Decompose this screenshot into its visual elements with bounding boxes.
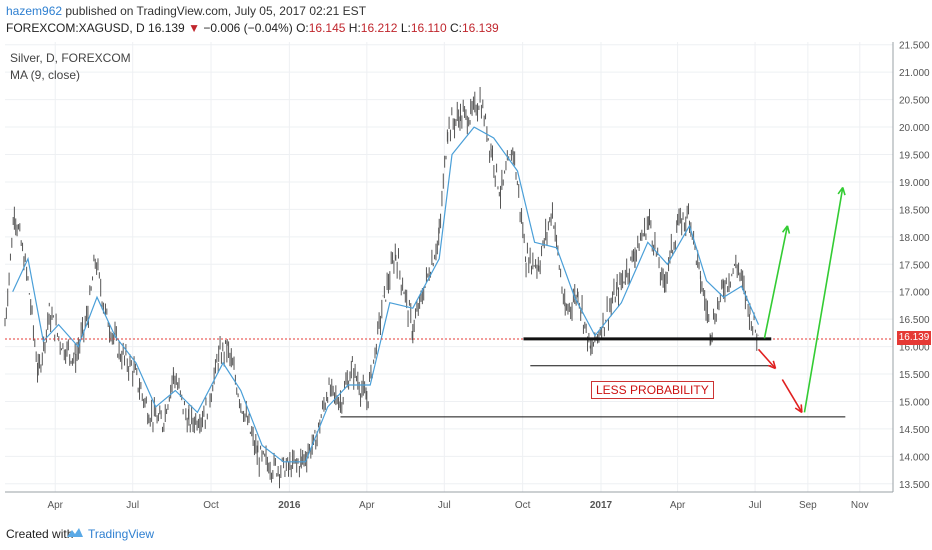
y-tick-label: 18.500	[899, 205, 930, 216]
x-tick-label: Oct	[515, 500, 531, 511]
x-tick-label: Sep	[799, 500, 817, 511]
y-tick-label: 18.000	[899, 233, 930, 244]
y-tick-label: 13.500	[899, 480, 930, 491]
change-value: −0.006 (−0.04%)	[203, 21, 293, 35]
green-arrow[interactable]	[763, 225, 789, 339]
x-tick-label: Oct	[203, 500, 219, 511]
published-text: published on TradingView.com, July 05, 2…	[62, 4, 367, 18]
y-tick-label: 15.500	[899, 370, 930, 381]
x-tick-label: 2017	[590, 500, 613, 511]
current-price-tag: 16.139	[897, 331, 931, 345]
indicator-label[interactable]: MA (9, close)	[10, 68, 81, 82]
green-arrowhead-icon	[837, 186, 846, 196]
y-tick-label: 17.000	[899, 288, 930, 299]
x-tick-label: 2016	[278, 500, 301, 511]
close-label: C:	[450, 21, 462, 35]
footer: Created with TradingView	[0, 518, 932, 550]
y-tick-label: 21.500	[899, 41, 930, 52]
series-title: Silver, D, FOREXCOM	[10, 51, 131, 65]
y-tick-label: 16.500	[899, 315, 930, 326]
high-label: H:	[348, 21, 361, 35]
x-tick-label: Apr	[47, 500, 63, 511]
red-arrowhead-icon	[794, 404, 803, 414]
ma-line	[12, 126, 760, 463]
open-value: 16.145	[308, 21, 346, 35]
x-tick-label: Jul	[126, 500, 139, 511]
author-link[interactable]: hazem962	[6, 4, 63, 18]
y-tick-label: 20.500	[899, 96, 930, 107]
y-tick-label: 19.500	[899, 151, 930, 162]
last-price: 16.139	[148, 21, 185, 35]
y-tick-label: 21.000	[899, 68, 930, 79]
green-arrowhead-icon	[781, 225, 791, 234]
y-tick-label: 17.500	[899, 260, 930, 271]
less-probability-label: LESS PROBABILITY	[591, 381, 714, 399]
red-arrow[interactable]	[781, 379, 803, 413]
red-arrowhead-icon	[767, 360, 777, 370]
y-tick-label: 19.000	[899, 178, 930, 189]
y-tick-label: 14.500	[899, 425, 930, 436]
chart-header: hazem962 published on TradingView.com, J…	[0, 0, 932, 38]
x-tick-label: Jul	[438, 500, 451, 511]
created-with-text: Created with	[6, 527, 74, 541]
publish-info: hazem962 published on TradingView.com, J…	[6, 4, 366, 18]
open-label: O:	[296, 21, 309, 35]
y-tick-label: 15.000	[899, 397, 930, 408]
close-value: 16.139	[462, 21, 499, 35]
price-chart[interactable]: 13.500 14.000 14.500 15.000 15.500 16.000 16.5…	[0, 38, 932, 518]
low-label: L:	[400, 21, 411, 35]
high-value: 16.212	[360, 21, 398, 35]
low-value: 16.110	[410, 21, 447, 35]
red-arrow[interactable]	[757, 348, 777, 370]
x-tick-label: Nov	[851, 500, 869, 511]
x-tick-label: Jul	[749, 500, 762, 511]
x-tick-label: Apr	[359, 500, 375, 511]
y-tick-label: 16.000	[899, 343, 930, 354]
y-tick-label: 14.000	[899, 452, 930, 463]
ohlc-bar: FOREXCOM:XAGUSD, D 16.139 ▼ −0.006 (−0.0…	[6, 21, 499, 35]
change-arrow-icon: ▼	[188, 21, 200, 35]
symbol-label[interactable]: FOREXCOM:XAGUSD, D	[6, 21, 145, 35]
tradingview-brand-link[interactable]: TradingView	[88, 527, 155, 541]
green-arrow[interactable]	[803, 187, 844, 413]
tradingview-logo-icon	[67, 528, 83, 537]
x-tick-label: Apr	[670, 500, 686, 511]
y-tick-label: 20.000	[899, 123, 930, 134]
